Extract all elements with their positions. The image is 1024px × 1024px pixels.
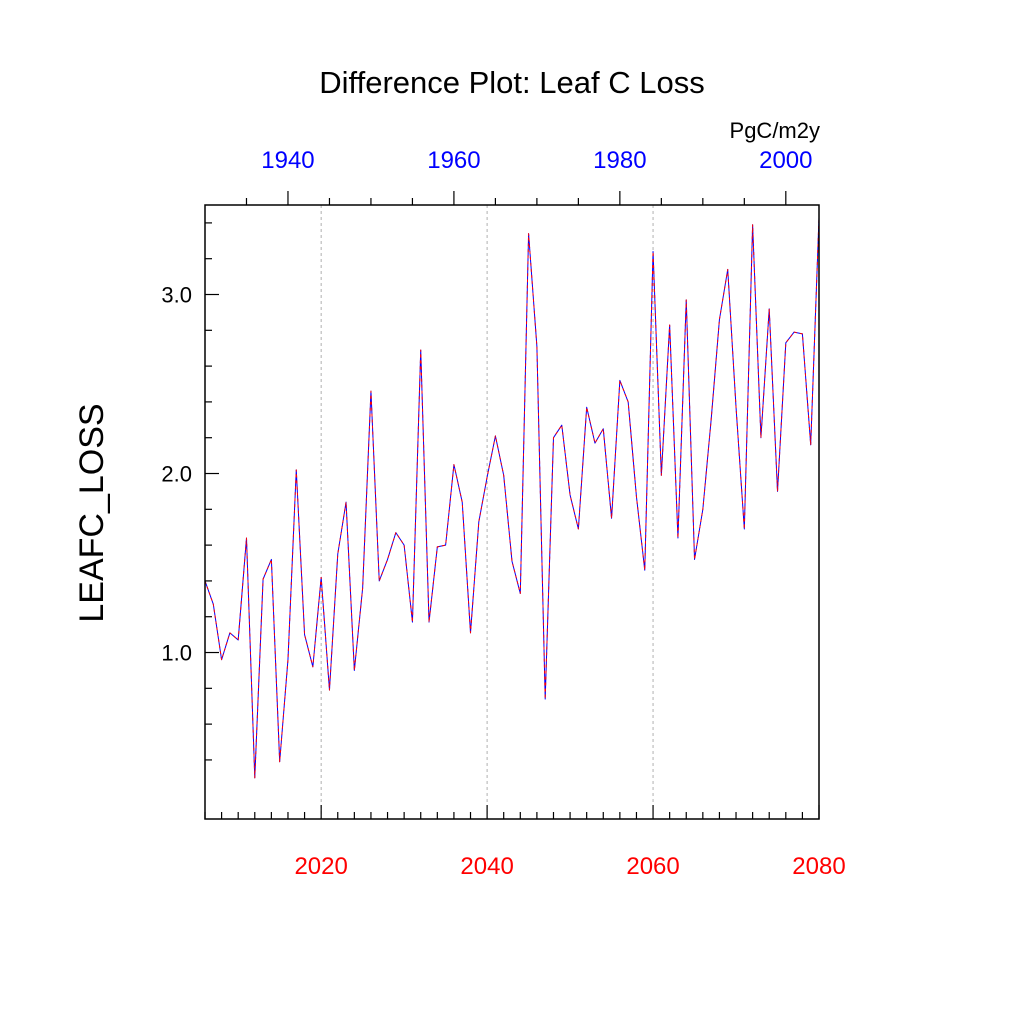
y-tick-label: 3.0 bbox=[161, 283, 192, 308]
y-axis-label: LEAFC_LOSS bbox=[73, 403, 111, 622]
bottom-tick-label: 2080 bbox=[792, 853, 845, 880]
axis-ticks bbox=[204, 191, 820, 819]
bottom-tick-label: 2060 bbox=[626, 853, 679, 880]
top-tick-label: 2000 bbox=[759, 147, 812, 174]
gridlines bbox=[320, 205, 654, 819]
top-tick-label: 1980 bbox=[593, 147, 646, 174]
y-tick-label: 1.0 bbox=[161, 641, 192, 666]
chart-title: Difference Plot: Leaf C Loss bbox=[319, 65, 704, 100]
units-label: PgC/m2y bbox=[730, 118, 820, 143]
data-series bbox=[204, 217, 820, 779]
series-line-blue bbox=[204, 217, 820, 779]
top-tick-label: 1940 bbox=[261, 147, 314, 174]
bottom-tick-label: 2020 bbox=[294, 853, 347, 880]
plot-frame bbox=[204, 204, 820, 820]
series-line-red bbox=[204, 217, 820, 779]
y-tick-label: 2.0 bbox=[161, 462, 192, 487]
bottom-tick-label: 2040 bbox=[460, 853, 513, 880]
tick-labels: 2020 2040 2060 2080 1940 1960 1980 2000 1.0 2.0 3.… bbox=[161, 147, 845, 880]
top-tick-label: 1960 bbox=[427, 147, 480, 174]
